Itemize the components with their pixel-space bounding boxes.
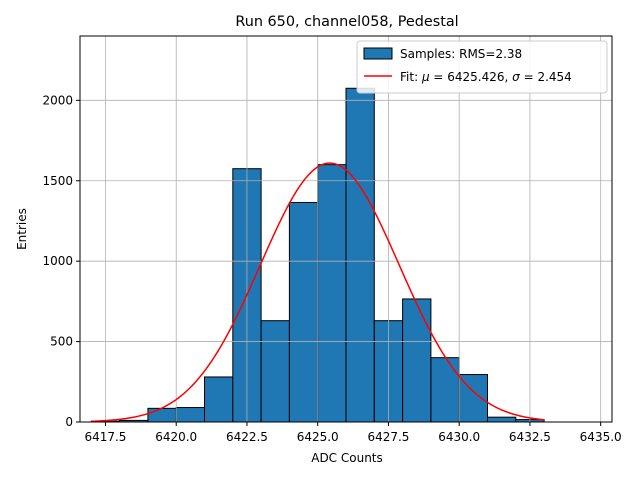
y-tick-label: 2000 <box>42 93 73 107</box>
histogram-bar <box>147 407 177 423</box>
fit-curve <box>91 162 545 423</box>
histogram-bar <box>288 201 319 423</box>
x-tick-label: 6435.0 <box>580 430 622 444</box>
histogram-bar <box>345 87 375 423</box>
y-axis-label: Entries <box>15 208 29 250</box>
histogram-bars <box>90 87 545 423</box>
y-tick-label: 1500 <box>42 174 73 188</box>
legend-label-fit: Fit: μ = 6425.426, σ = 2.454 <box>400 70 572 84</box>
legend-patch-samples <box>363 47 393 60</box>
plot-area: 6417.5 6420.0 6422.5 6425.0 6427.5 6430.0 6432… <box>42 35 622 444</box>
y-tick-label: 500 <box>50 335 73 349</box>
x-tick-label: 6425.0 <box>297 430 339 444</box>
legend: Samples: RMS=2.38 Fit: μ = 6425.426, σ = … <box>356 40 608 94</box>
x-tick-label: 6432.5 <box>509 430 551 444</box>
histogram-bar <box>317 164 347 423</box>
histogram-bar <box>486 416 517 423</box>
histogram-bar <box>430 357 460 423</box>
y-tick-label: 1000 <box>42 254 73 268</box>
grid-lines <box>80 36 612 423</box>
x-tick-label: 6422.5 <box>226 430 268 444</box>
histogram-bar <box>402 298 432 423</box>
legend-box <box>356 40 608 94</box>
x-axis-label: ADC Counts <box>311 451 383 465</box>
x-tick-label: 6420.0 <box>155 430 197 444</box>
x-tick-label: 6417.5 <box>84 430 126 444</box>
histogram-bar <box>260 320 290 423</box>
axes-frame <box>79 35 613 423</box>
x-tick-label: 6427.5 <box>367 430 409 444</box>
x-tick-label: 6430.0 <box>438 430 480 444</box>
histogram-bar <box>175 407 206 423</box>
histogram-bar <box>204 376 234 423</box>
legend-label-samples: Samples: RMS=2.38 <box>400 47 522 61</box>
chart-title: Run 650, channel058, Pedestal <box>235 14 458 30</box>
y-tick-label: 0 <box>65 415 73 429</box>
